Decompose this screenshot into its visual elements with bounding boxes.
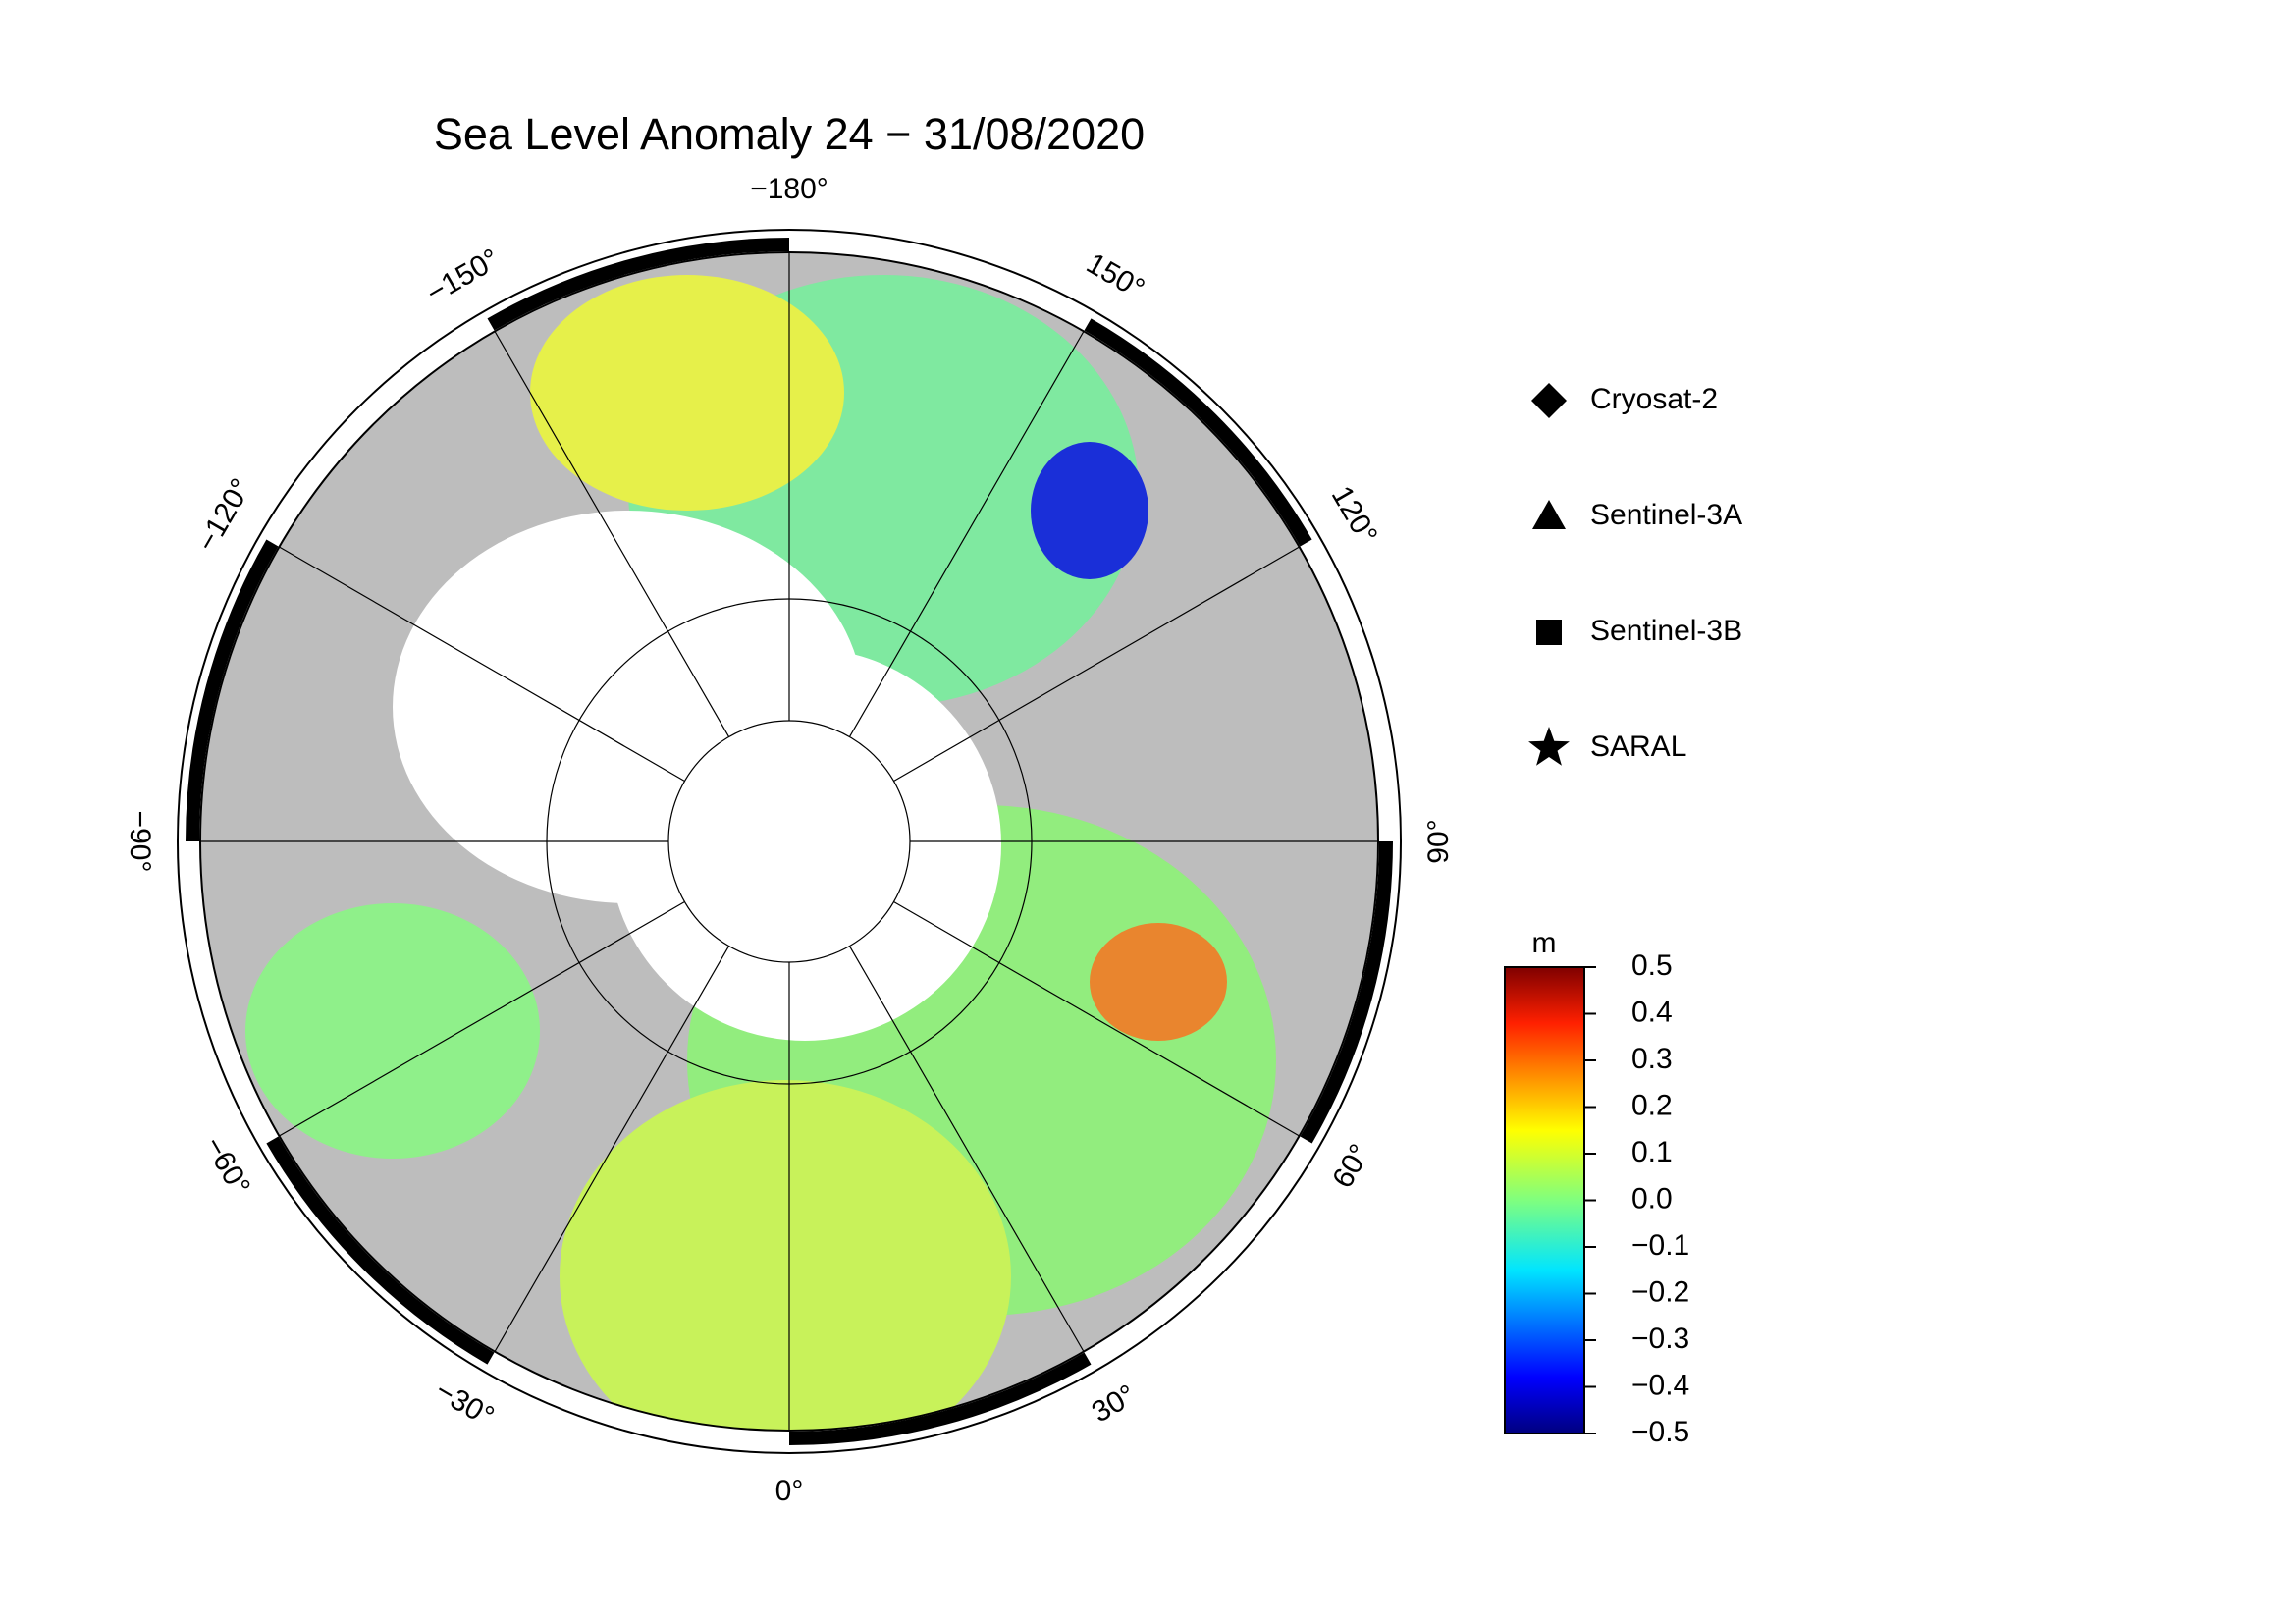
legend-marker: [1532, 500, 1566, 529]
colorbar-unit: m: [1532, 927, 1557, 959]
legend: Cryosat-2 Sentinel-3A Sentinel-3B SARAL: [1528, 383, 1742, 766]
legend-label: Sentinel-3A: [1590, 499, 1742, 531]
colorbar-scale: [1504, 966, 1585, 1434]
frame-segment: [1300, 840, 1393, 1144]
longitude-label: 60°: [1326, 1139, 1376, 1194]
colorbar-tick-label: 0.5: [1631, 949, 1673, 982]
meridian: [893, 900, 1300, 1137]
colorbar-tick-label: 0.3: [1631, 1043, 1673, 1075]
frame-segment: [788, 1352, 1092, 1445]
meridian: [279, 900, 685, 1137]
colorbar-tick-label: −0.2: [1631, 1275, 1689, 1308]
anomaly-field: [245, 903, 540, 1159]
anomaly-field: [530, 275, 844, 511]
longitude-label: 30°: [1087, 1379, 1142, 1429]
frame-segment: [1084, 318, 1312, 547]
colorbar-tick-label: 0.2: [1631, 1089, 1673, 1121]
map-frame: [177, 229, 1402, 1454]
longitude-label: −150°: [421, 243, 505, 309]
legend-label: Sentinel-3B: [1590, 615, 1742, 647]
colorbar-tick-label: −0.4: [1631, 1369, 1689, 1401]
longitude-label: −30°: [430, 1375, 500, 1434]
frame-segment: [186, 539, 279, 842]
longitude-label: −60°: [197, 1131, 256, 1201]
colorbar: m 0.5 0.4 0.3 0.2 0.1 0.0 −0.1 −0.2 −0.3 −0.4 −0.5: [1504, 927, 1689, 1448]
colorbar-tick-label: 0.4: [1631, 996, 1673, 1028]
longitude-label: −180°: [750, 173, 828, 205]
meridian: [494, 331, 730, 737]
longitude-label: 120°: [1325, 481, 1384, 550]
colorbar-tick-label: −0.1: [1631, 1229, 1689, 1262]
pole-hole: [609, 648, 1001, 1041]
frame-segment: [487, 238, 790, 331]
longitude-label: −120°: [190, 473, 257, 557]
longitude-label: 0°: [775, 1475, 804, 1507]
meridian: [848, 946, 1085, 1352]
legend-label: SARAL: [1590, 730, 1686, 763]
meridian: [279, 546, 685, 783]
frame-outer: [177, 229, 1402, 1454]
meridian: [494, 946, 730, 1352]
anomaly-field: [1090, 923, 1227, 1041]
legend-marker: [1531, 383, 1567, 418]
meridian: [893, 546, 1300, 783]
frame-segment: [266, 1136, 495, 1365]
meridian: [848, 331, 1085, 737]
graticule: [200, 252, 1378, 1431]
longitude-label: 150°: [1081, 247, 1149, 306]
longitude-label: −90°: [124, 811, 156, 873]
legend-marker: [1536, 620, 1562, 645]
legend-label: Cryosat-2: [1590, 383, 1718, 415]
colorbar-tick-label: −0.3: [1631, 1323, 1689, 1355]
colorbar-tick-label: −0.5: [1631, 1416, 1689, 1448]
anomaly-field: [1031, 442, 1148, 579]
anomaly-field: [560, 1080, 1011, 1431]
colorbar-tick-label: 0.0: [1631, 1182, 1673, 1215]
colorbar-tick-label: 0.1: [1631, 1136, 1673, 1168]
map-field: [200, 252, 1378, 1431]
title: Sea Level Anomaly 24 − 31/08/2020: [434, 109, 1145, 159]
longitude-label: 90°: [1422, 819, 1455, 863]
legend-marker: [1528, 727, 1570, 766]
frame-inner: [199, 251, 1379, 1432]
